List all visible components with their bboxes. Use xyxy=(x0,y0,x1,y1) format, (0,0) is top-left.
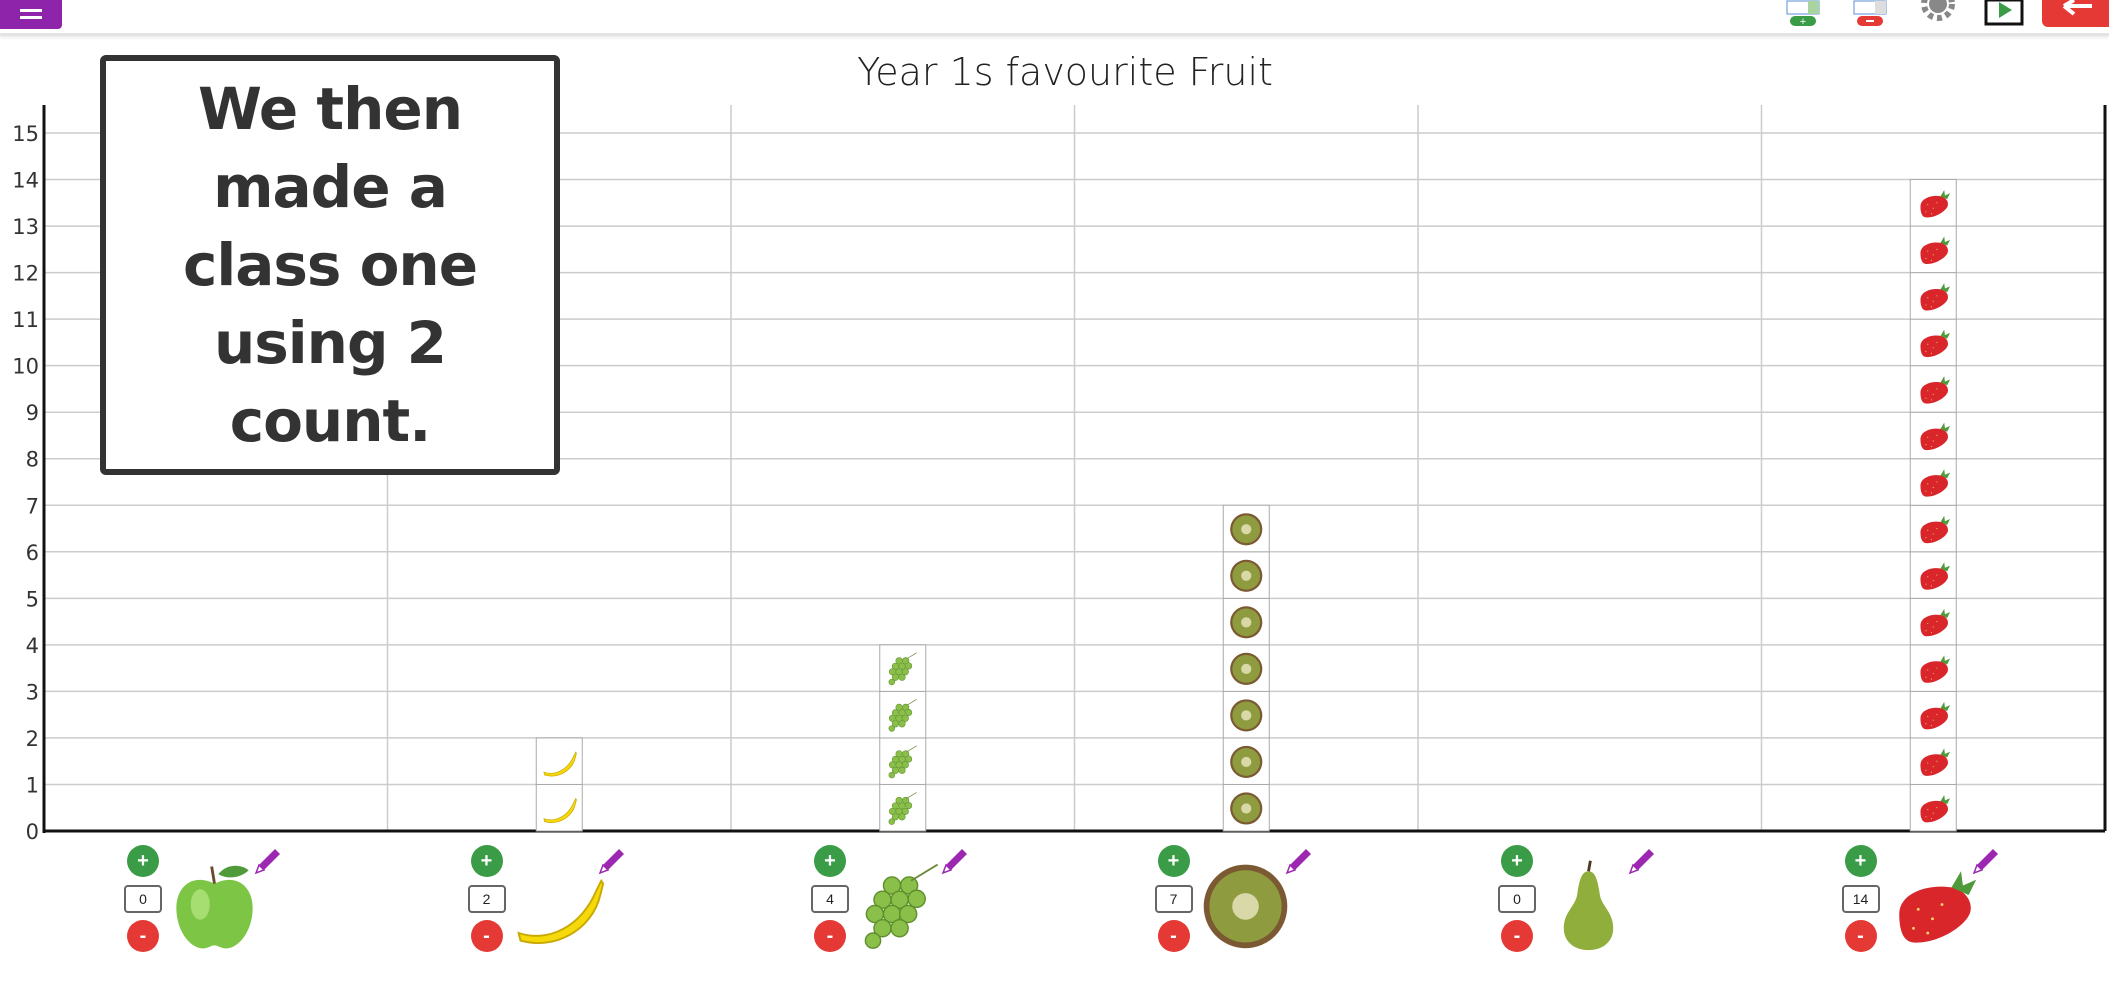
y-tick-label: 13 xyxy=(12,215,39,239)
y-tick-label: 2 xyxy=(26,727,39,751)
increment-button[interactable]: + xyxy=(814,845,846,877)
count-value[interactable]: 0 xyxy=(1498,885,1536,913)
note-text: We then made a class one using 2 count. xyxy=(182,75,478,455)
pencil-icon[interactable] xyxy=(1283,845,1315,877)
y-tick-label: 3 xyxy=(26,680,39,704)
top-toolbar: + xyxy=(0,0,2109,36)
hamburger-icon xyxy=(20,8,42,19)
bar-cell xyxy=(535,737,583,785)
decrement-button[interactable]: - xyxy=(1501,920,1533,952)
svg-text:+: + xyxy=(1800,16,1806,28)
pencil-icon[interactable] xyxy=(1970,845,2002,877)
pencil-icon[interactable] xyxy=(252,845,284,877)
kiwi-icon xyxy=(1230,652,1263,685)
bar-banana xyxy=(535,737,583,832)
bar-cell xyxy=(879,783,927,832)
y-tick-label: 6 xyxy=(26,541,39,565)
decrement-button[interactable]: - xyxy=(127,920,159,952)
pear-icon xyxy=(1562,859,1615,952)
count-value[interactable]: 14 xyxy=(1841,885,1880,913)
y-tick-label: 8 xyxy=(26,448,39,472)
back-button[interactable] xyxy=(2042,0,2109,27)
bar-strawberry xyxy=(1909,179,1957,832)
decrement-button[interactable]: - xyxy=(1157,920,1190,952)
y-tick-label: 9 xyxy=(26,401,39,425)
menu-button[interactable] xyxy=(0,0,62,29)
y-tick-label: 1 xyxy=(26,773,39,797)
kiwi-icon xyxy=(1230,606,1263,639)
y-tick-label: 4 xyxy=(26,634,39,658)
y-tick-label: 15 xyxy=(12,122,39,146)
decrement-button[interactable]: - xyxy=(1844,920,1877,952)
grapes-icon xyxy=(864,863,939,950)
kiwi-icon xyxy=(1230,792,1263,825)
kiwi-icon xyxy=(1230,513,1263,546)
count-value[interactable]: 0 xyxy=(124,885,162,913)
y-tick-label: 7 xyxy=(26,494,39,518)
bar-grapes xyxy=(879,644,927,832)
apple-icon xyxy=(174,864,255,950)
increment-button[interactable]: + xyxy=(470,845,503,877)
count-value[interactable]: 4 xyxy=(811,885,849,913)
kiwi-icon xyxy=(1203,864,1287,949)
chart-title: Year 1s favourite Fruit xyxy=(857,50,1273,94)
decrement-button[interactable]: - xyxy=(814,920,846,952)
increment-button[interactable]: + xyxy=(1501,845,1533,877)
kiwi-icon xyxy=(1230,559,1263,592)
y-tick-label: 10 xyxy=(12,355,39,379)
add-column-icon[interactable]: + xyxy=(1786,0,1820,28)
bar-kiwi xyxy=(1222,504,1270,832)
remove-column-icon[interactable] xyxy=(1853,0,1887,28)
kiwi-icon xyxy=(1230,699,1263,732)
pencil-icon[interactable] xyxy=(939,845,971,877)
strawberry-icon xyxy=(1898,871,1976,943)
y-tick-label: 11 xyxy=(12,308,39,332)
back-arrow-icon xyxy=(2062,0,2092,16)
y-tick-label: 12 xyxy=(12,262,39,286)
y-tick-label: 14 xyxy=(12,169,39,193)
count-value[interactable]: 2 xyxy=(467,885,506,913)
increment-button[interactable]: + xyxy=(1157,845,1190,877)
pencil-icon[interactable] xyxy=(596,845,628,877)
note-box: We then made a class one using 2 count. xyxy=(100,55,560,475)
film-play-icon[interactable] xyxy=(1984,0,2024,28)
increment-button[interactable]: + xyxy=(1844,845,1877,877)
bar-cell xyxy=(535,783,583,832)
count-value[interactable]: 7 xyxy=(1154,885,1193,913)
gear-icon[interactable] xyxy=(1921,0,1955,28)
decrement-button[interactable]: - xyxy=(470,920,503,952)
y-tick-label: 0 xyxy=(26,820,39,844)
pencil-icon[interactable] xyxy=(1626,845,1658,877)
increment-button[interactable]: + xyxy=(127,845,159,877)
kiwi-icon xyxy=(1230,745,1263,779)
y-tick-label: 5 xyxy=(26,587,39,611)
banana-icon xyxy=(517,879,604,944)
